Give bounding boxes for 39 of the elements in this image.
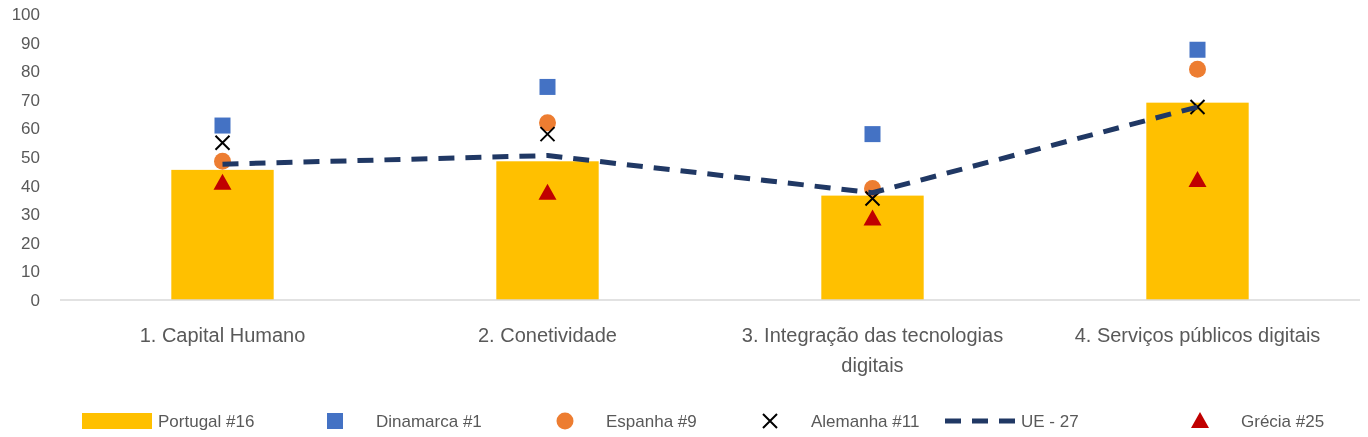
- y-tick-label: 10: [21, 262, 40, 282]
- point: [1189, 41, 1206, 58]
- point: [213, 173, 232, 190]
- legend-label: Dinamarca #1: [376, 412, 482, 431]
- y-tick-label: 60: [21, 119, 40, 139]
- point: [539, 126, 556, 143]
- legend-label: Portugal #16: [158, 412, 255, 431]
- point: [214, 117, 231, 134]
- y-tick-label: 30: [21, 205, 40, 225]
- bar: [171, 169, 274, 300]
- x-tick-label: 3. Integração das tecnologias digitais: [741, 324, 1004, 376]
- legend-label: UE - 27: [1021, 412, 1079, 431]
- point: [864, 190, 881, 207]
- x-tick-label: 1. Capital Humano: [139, 324, 306, 346]
- point: [538, 183, 557, 200]
- point: [1189, 98, 1206, 115]
- x-tick-label: 4. Serviços públicos digitais: [1074, 324, 1321, 346]
- point: [1189, 60, 1206, 78]
- legend-label: Alemanha #11: [811, 412, 920, 431]
- y-tick-label: 70: [21, 90, 40, 110]
- bar: [496, 161, 599, 300]
- bar: [821, 195, 924, 300]
- legend-label: Grécia #25: [1241, 412, 1325, 431]
- point: [214, 134, 231, 151]
- point: [863, 209, 882, 226]
- x-tick-label: 2. Conetividade: [478, 324, 617, 346]
- point: [1188, 170, 1207, 187]
- y-tick-label: 0: [30, 291, 40, 310]
- point: [539, 78, 556, 95]
- y-tick-label: 20: [21, 233, 40, 253]
- y-tick-label: 40: [21, 176, 40, 196]
- y-tick-label: 50: [21, 148, 40, 167]
- y-tick-label: 90: [21, 33, 40, 53]
- y-tick-label: 100: [11, 5, 40, 24]
- bar: [1146, 102, 1249, 300]
- legend-label: Espanha #9: [606, 412, 697, 431]
- point: [539, 114, 556, 132]
- y-tick-label: 80: [21, 62, 40, 82]
- point: [864, 126, 881, 143]
